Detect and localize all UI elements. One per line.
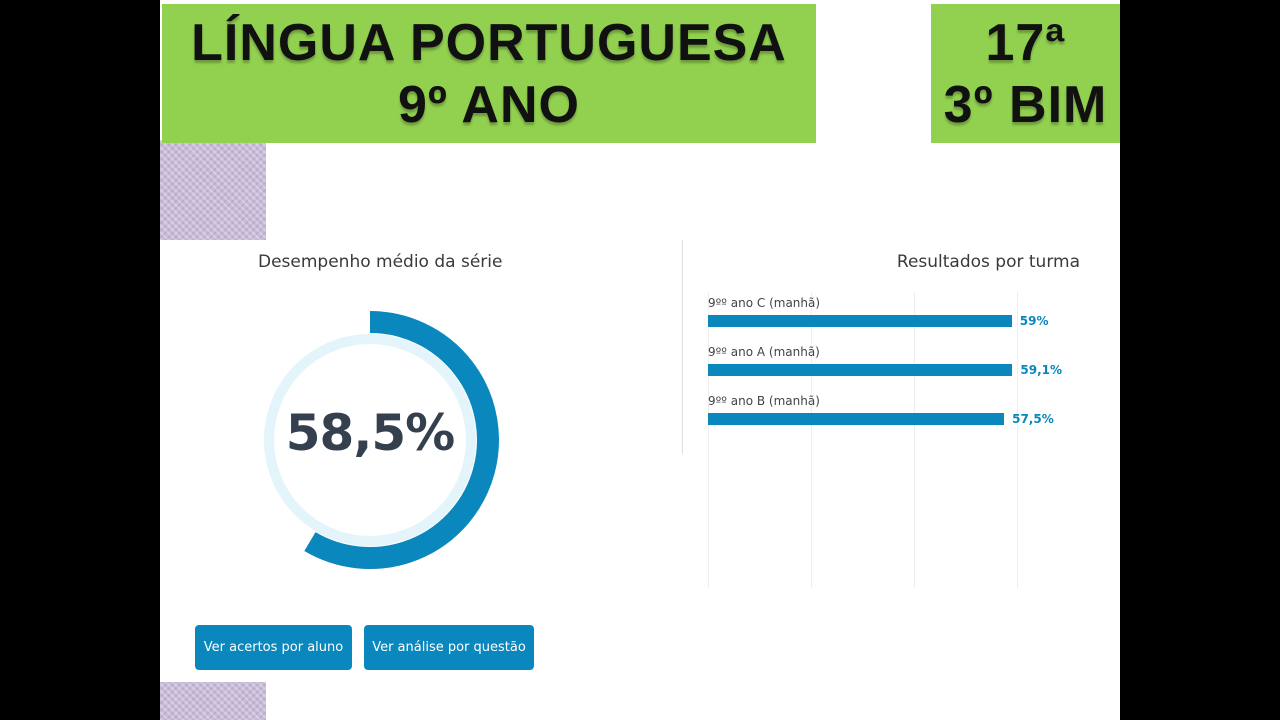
gridline [914,292,915,588]
bar-value-label: 59,1% [1020,363,1063,377]
slide: LÍNGUA PORTUGUESA 9º ANO 17ª 3º BIM Dese… [160,0,1120,720]
bar [708,364,1013,376]
results-bar-chart: 9ºº ano C (manhã) 59% 9ºº ano A (manhã) 59,… [708,292,1108,588]
results-title: Resultados por turma [896,252,1080,272]
performance-title: Desempenho médio da série [258,252,503,272]
performance-value: 58,5% [285,404,455,462]
view-student-results-button[interactable]: Ver acertos por aluno [195,625,352,670]
gridline [811,292,812,588]
lesson-number: 17ª [985,13,1066,72]
bimester-label: 3º BIM [943,75,1108,134]
performance-donut [264,311,499,569]
view-question-analysis-button[interactable]: Ver análise por questão [364,625,534,670]
gridline [708,292,709,588]
bar-category-label: 9ºº ano B (manhã) [708,394,820,408]
bar-category-label: 9ºº ano A (manhã) [708,345,820,359]
subject-banner: LÍNGUA PORTUGUESA 9º ANO [162,4,816,143]
grade-title: 9º ANO [398,75,580,134]
decorative-pattern-top [160,140,266,240]
bar-value-label: 59% [1019,314,1049,328]
bar [708,413,1005,425]
subject-title: LÍNGUA PORTUGUESA [191,13,787,72]
bar-row: 9ºº ano C (manhã) 59% [708,292,1108,332]
panel-divider [682,240,683,454]
bar-category-label: 9ºº ano C (manhã) [708,296,821,310]
bar [708,315,1012,327]
gridline [1017,292,1018,588]
bar-row: 9ºº ano A (manhã) 59,1% [708,341,1108,381]
bar-row: 9ºº ano B (manhã) 57,5% [708,390,1108,430]
bar-value-label: 57,5% [1012,412,1054,426]
donut-track [264,334,476,546]
decorative-pattern-bottom [160,682,266,720]
donut-progress-arc [304,311,499,569]
lesson-banner: 17ª 3º BIM [931,4,1120,143]
